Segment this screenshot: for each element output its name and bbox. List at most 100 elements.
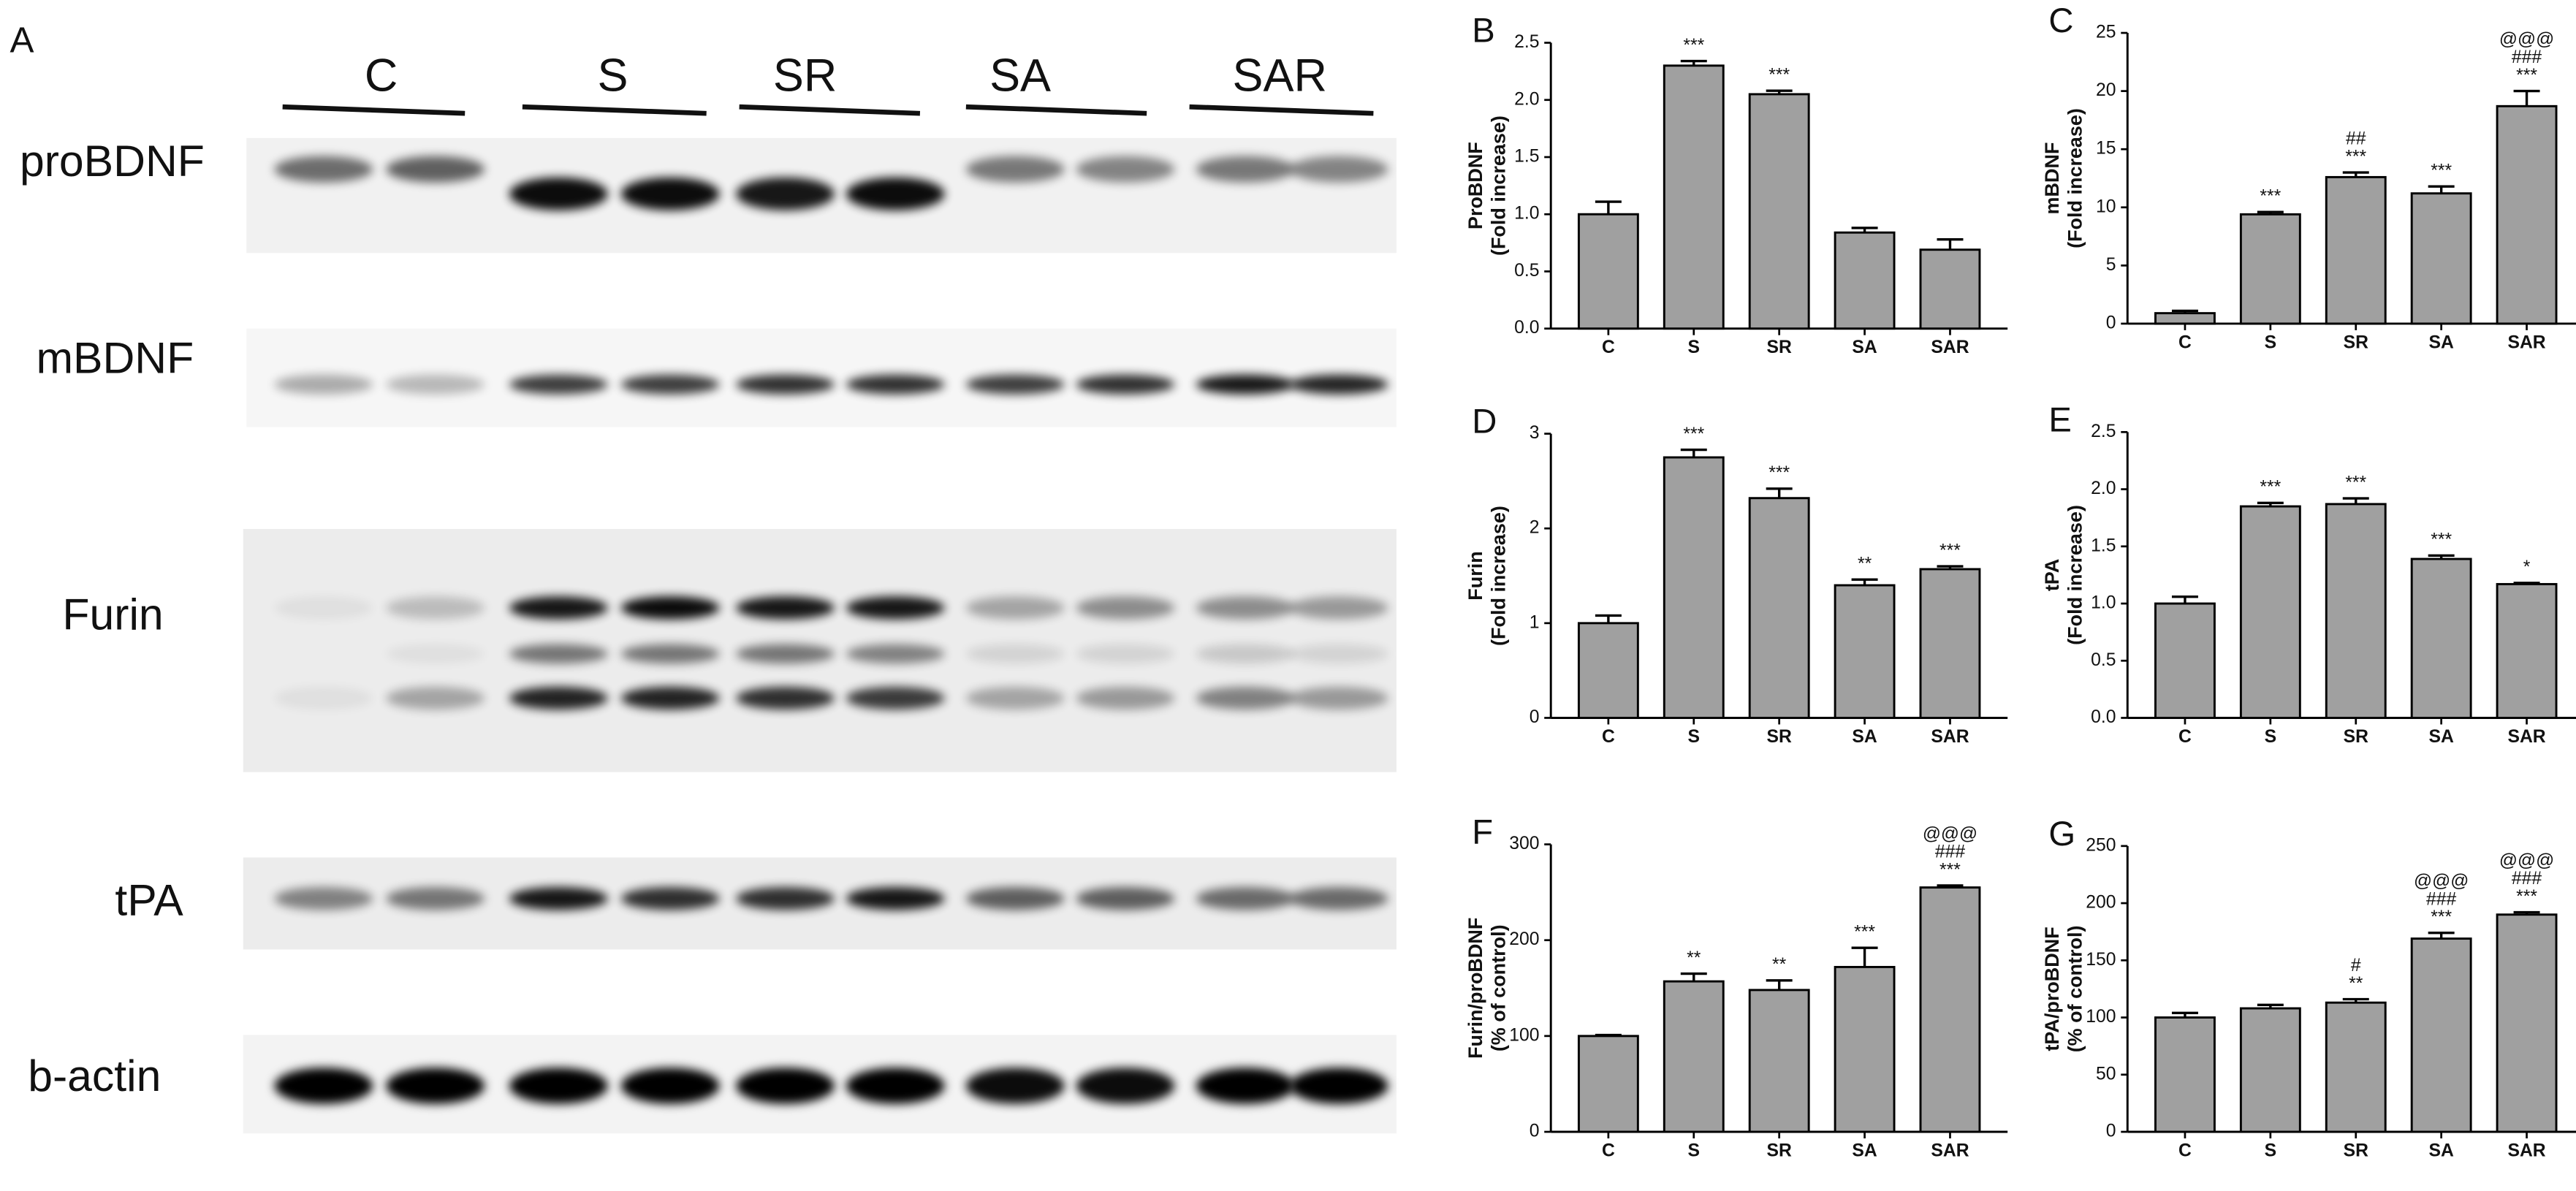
blot-band (274, 156, 373, 183)
error-bar (1851, 946, 1878, 967)
y-tick-label: 2.0 (2091, 479, 2116, 498)
y-tick-label: 25 (2096, 23, 2116, 42)
blot-band (509, 1068, 608, 1104)
blot-band (1196, 887, 1295, 910)
blot-band (274, 887, 373, 910)
y-tick-label: 0.5 (2091, 650, 2116, 670)
blot-band (386, 686, 485, 710)
row-label: Furin (62, 589, 163, 639)
blot-band (509, 887, 608, 910)
blot-band (736, 887, 835, 910)
blot-band (1289, 644, 1388, 664)
significance-label: ### (1935, 842, 1965, 862)
y-tick-label: 0.0 (2091, 707, 2116, 727)
x-tick-label: SAR (1931, 727, 1969, 747)
bar (2239, 213, 2301, 325)
x-tick-label: S (2265, 332, 2277, 352)
bar (1748, 93, 1810, 330)
y-tick-label: 0 (2106, 313, 2116, 332)
blot-band (509, 177, 608, 210)
bar (1748, 989, 1810, 1133)
bar (2410, 937, 2472, 1133)
panel-label: A (10, 20, 34, 61)
significance-label: *** (2260, 478, 2281, 498)
y-tick-label: 150 (2086, 950, 2116, 970)
panel-label: G (2048, 815, 2075, 853)
blot-band (1196, 686, 1295, 710)
blot-band (846, 686, 945, 710)
lane-group-label: SAR (1233, 50, 1327, 102)
bar (1663, 64, 1725, 330)
blot-band (620, 1068, 720, 1104)
significance-label: *** (2516, 887, 2537, 907)
y-axis-label: (Fold increase) (2064, 505, 2086, 645)
y-axis-label: (Fold increase) (2064, 108, 2086, 248)
y-tick-label: 10 (2096, 197, 2116, 216)
blot-band (274, 374, 373, 395)
y-tick-label: 2.5 (1514, 32, 1539, 52)
significance-label: ### (2512, 47, 2542, 67)
x-tick-label: C (1602, 338, 1615, 357)
row-label: b-actin (28, 1051, 161, 1100)
bar (2410, 558, 2472, 719)
x-tick-label: SAR (2507, 1141, 2545, 1161)
y-tick-label: 250 (2086, 835, 2116, 855)
significance-label: *** (2345, 147, 2366, 167)
bar (2496, 913, 2558, 1133)
blot-band (620, 644, 720, 664)
significance-label: *** (2431, 907, 2452, 927)
lane-group-line (282, 104, 466, 116)
bar (1919, 886, 1981, 1133)
y-axis-label: (Fold increase) (1488, 506, 1510, 646)
blot-band (846, 644, 945, 664)
y-tick-label: 300 (1509, 834, 1539, 853)
bar (2325, 175, 2387, 325)
blot-band (965, 374, 1065, 395)
blot-band (620, 887, 720, 910)
blot-band (1289, 596, 1388, 620)
x-tick-label: SR (2344, 332, 2368, 352)
y-tick-label: 2 (1530, 518, 1540, 538)
error-bar (1595, 614, 1622, 623)
y-tick-label: 3 (1530, 423, 1540, 443)
significance-label: *** (1768, 463, 1790, 483)
panel-label: D (1472, 403, 1497, 441)
x-tick-label: SAR (1931, 1141, 1969, 1161)
blot-band (965, 1068, 1065, 1104)
x-tick-label: SR (1767, 338, 1792, 357)
significance-label: @@@ (1923, 824, 1977, 844)
lane-group-line (522, 104, 707, 116)
significance-label: ** (1772, 955, 1787, 975)
x-tick-label: C (1602, 1141, 1615, 1161)
x-tick-label: S (2265, 727, 2277, 747)
significance-label: *** (2431, 161, 2452, 180)
error-bar (2513, 89, 2540, 107)
lane-group-label: SR (773, 50, 837, 102)
x-tick-label: S (1688, 1141, 1701, 1161)
bar (2239, 1007, 2301, 1133)
blot-band (620, 374, 720, 395)
bar (2496, 104, 2558, 325)
bar (1663, 456, 1725, 719)
blot-band (1076, 887, 1175, 910)
bar (1834, 231, 1896, 330)
x-tick-label: SAR (1931, 338, 1969, 357)
significance-label: *** (1939, 541, 1961, 560)
y-tick-label: 1.0 (1514, 204, 1539, 224)
blot-band (736, 177, 835, 210)
error-bar (2171, 595, 2198, 604)
significance-label: *** (2516, 66, 2537, 85)
y-tick-label: 100 (2086, 1007, 2116, 1027)
blot-band (274, 686, 373, 710)
significance-label: *** (1854, 923, 1875, 943)
y-tick-label: 0.0 (1514, 318, 1539, 338)
lane-group-line (739, 104, 921, 116)
error-bar (1595, 200, 1622, 215)
x-tick-label: SR (1767, 727, 1792, 747)
row-label: tPA (115, 875, 183, 925)
lane-group-label: SA (989, 50, 1051, 102)
y-tick-label: 0 (2106, 1122, 2116, 1141)
y-tick-label: 15 (2096, 139, 2116, 159)
blot-band (1196, 1068, 1295, 1104)
blot-band (386, 596, 485, 620)
